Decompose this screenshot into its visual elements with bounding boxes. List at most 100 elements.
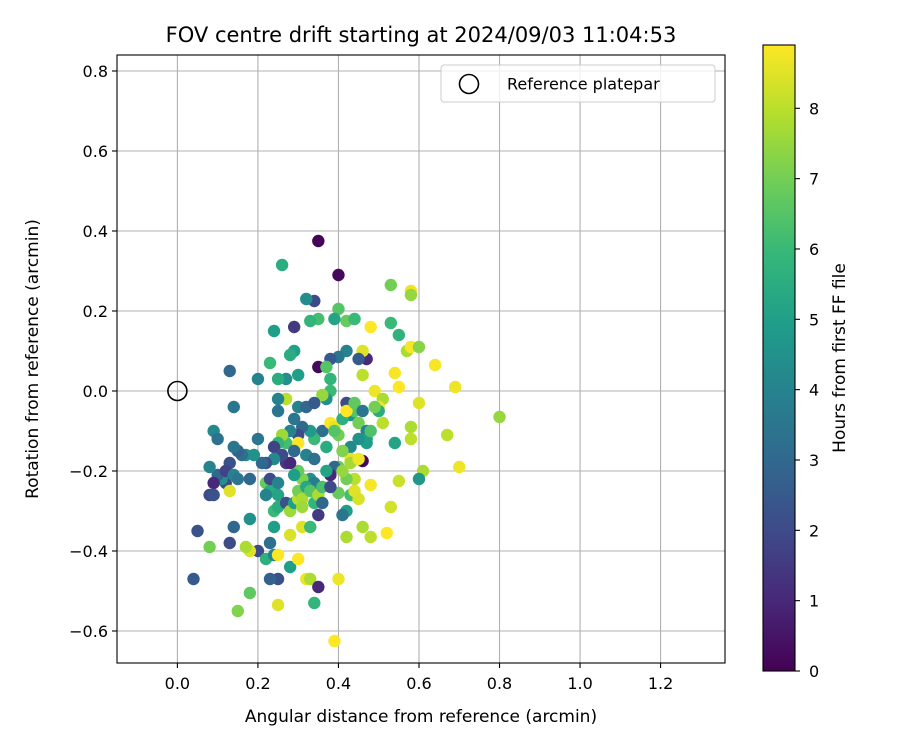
legend-marker-icon [458,73,480,95]
legend: Reference platepar [440,64,716,103]
scatter-point [283,528,297,542]
scatter-point [324,480,337,494]
scatter-point [271,372,285,386]
scatter-point [376,416,389,430]
scatter-point [283,456,297,470]
colorbar: 0 1 2 3 4 5 6 7 8 Hours from first FF file [762,44,850,681]
colorbar-tick-label: 8 [809,99,819,118]
scatter-point [275,258,289,272]
scatter-point [356,368,369,382]
scatter-point [352,432,365,446]
scatter-point [243,472,257,486]
colorbar-tick-label: 6 [809,240,819,259]
scatter-point [271,476,285,490]
x-tick-label: 0.6 [406,674,431,693]
scatter-point [287,444,301,458]
scatter-point [328,634,341,648]
colorbar-tick-label: 0 [809,662,819,681]
y-axis-ticks: −0.6 −0.4 −0.2 0.0 0.2 0.4 0.6 0.8 [69,62,117,641]
scatter-point [207,488,220,502]
scatter-point [267,440,281,454]
scatter-point [271,548,285,562]
colorbar-tick-label: 5 [809,310,819,329]
scatter-point [320,360,333,374]
y-tick-label: −0.6 [69,622,108,641]
y-tick-label: 0.6 [83,142,108,161]
scatter-point [404,420,418,434]
scatter-point [308,596,321,610]
scatter-point [263,572,277,586]
scatter-point [271,598,285,612]
scatter-point [328,424,341,438]
scatter-point [223,484,236,498]
y-axis-label: Rotation from reference (arcmin) [23,219,43,499]
scatter-point [384,278,397,292]
x-axis-ticks: 0.0 0.2 0.4 0.6 0.8 1.0 1.2 [165,663,673,693]
scatter-point [304,314,317,328]
scatter-point [388,366,402,380]
colorbar-tick-label: 1 [809,592,819,611]
scatter-point [283,348,297,362]
scatter-point [271,488,285,502]
scatter-point [308,452,321,466]
colorbar-label: Hours from first FF file [830,263,850,453]
scatter-point [364,320,377,334]
scatter-point [239,540,253,554]
y-tick-label: 0.4 [83,222,108,241]
scatter-point [304,572,317,586]
y-tick-label: −0.4 [69,542,108,561]
scatter-point [336,464,349,478]
scatter-point [428,358,442,372]
scatter-point [449,380,462,394]
scatter-point [291,368,305,382]
scatter-point [207,476,220,490]
scatter-point [304,520,317,534]
scatter-point [332,302,345,316]
scatter-point [203,540,216,554]
y-tick-label: 0.0 [83,382,108,401]
scatter-point [328,312,341,326]
scatter-point [392,328,406,342]
x-tick-label: 1.2 [648,674,673,693]
scatter-point [412,340,426,354]
scatter-point [356,404,369,418]
scatter-point [364,530,377,544]
scatter-point [352,416,365,430]
scatter-point [388,436,402,450]
y-tick-label: 0.2 [83,302,108,321]
scatter-point [308,396,321,410]
scatter-point [312,580,325,594]
scatter-point [211,432,224,446]
scatter-point [404,288,418,302]
scatter-point [352,352,365,366]
x-tick-label: 1.0 [567,674,592,693]
scatter-point [340,530,353,544]
scatter-point [283,560,297,574]
plot-frame [116,54,726,664]
scatter-point [251,372,265,386]
x-axis-label: Angular distance from reference (arcmin) [245,707,597,727]
scatter-point [356,520,369,534]
reference-platepar-marker [167,380,188,402]
y-tick-label: 0.8 [83,62,108,81]
scatter-point [267,324,281,338]
x-tick-label: 0.8 [487,674,512,693]
scatter-point [251,432,265,446]
y-tick-label: −0.2 [69,462,108,481]
scatter-point [291,552,305,566]
scatter-point [352,492,365,506]
scatter-point [368,400,381,414]
scatter-point [368,384,381,398]
scatter-point [493,410,506,424]
scatter-point [320,464,333,478]
scatter-point [364,424,377,438]
scatter-point [227,440,240,454]
scatter-point [227,520,240,534]
scatter-point [352,452,365,466]
colorbar-tick-label: 2 [809,521,819,540]
chart-title: FOV centre drift starting at 2024/09/03 … [166,23,677,47]
scatter-point [300,292,313,306]
scatter-point [223,536,236,550]
scatter-point [332,572,345,586]
data-points [187,234,506,648]
